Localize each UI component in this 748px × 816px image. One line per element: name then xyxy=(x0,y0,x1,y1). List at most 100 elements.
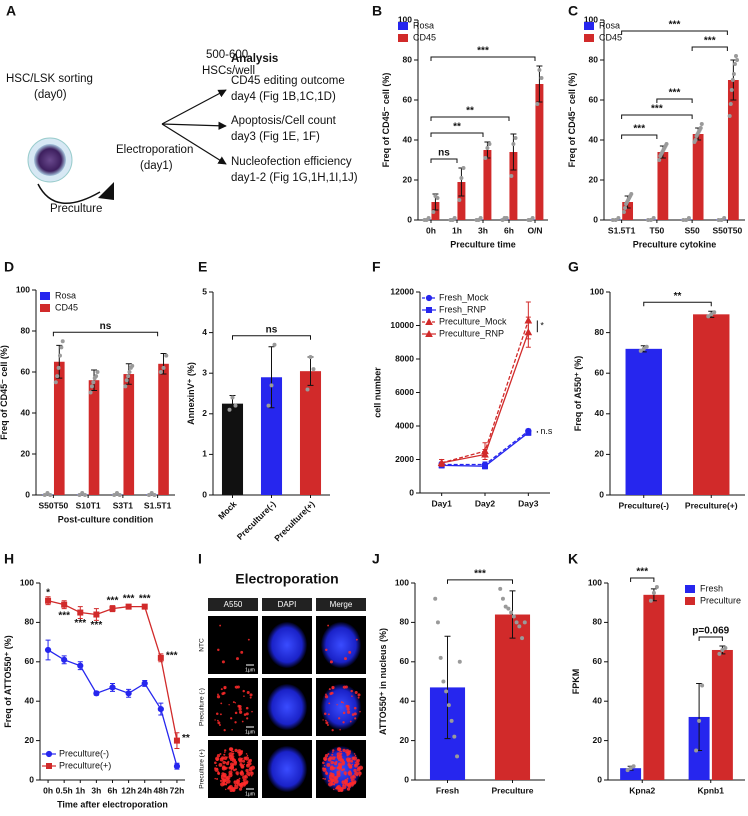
a550-signal xyxy=(330,760,334,765)
a550-signal xyxy=(327,713,330,716)
significance-bracket xyxy=(621,30,728,35)
a550-signal xyxy=(232,750,235,753)
a550-signal xyxy=(224,788,227,791)
a550-signal xyxy=(345,704,349,708)
a550-signal xyxy=(226,779,231,784)
a550-signal xyxy=(353,753,356,755)
a550-signal xyxy=(339,729,341,731)
a550-signal xyxy=(336,747,341,752)
bar xyxy=(299,371,322,495)
a550-signal xyxy=(240,750,244,753)
a550-signal xyxy=(228,770,233,775)
a550-signal xyxy=(246,761,249,764)
a550-signal xyxy=(346,787,351,791)
a550-signal xyxy=(226,756,228,759)
legend-label: Rosa xyxy=(599,20,620,30)
a550-signal xyxy=(217,693,219,696)
a550-signal xyxy=(327,757,332,762)
data-point xyxy=(269,383,274,388)
data-point xyxy=(431,210,436,214)
y-tick-label: 6000 xyxy=(395,387,414,397)
a550-signal xyxy=(336,755,341,760)
arrow xyxy=(161,89,227,125)
data-point xyxy=(233,403,238,408)
data-point xyxy=(698,126,703,130)
legend-label: CD45 xyxy=(599,32,622,42)
legend-swatch xyxy=(40,292,50,300)
a550-signal xyxy=(220,702,223,705)
data-point xyxy=(158,370,163,374)
a550-signal xyxy=(351,713,355,716)
column-header: Merge xyxy=(330,600,353,609)
a550-signal xyxy=(323,758,327,761)
a550-signal xyxy=(251,771,253,774)
y-tick-label: 60 xyxy=(21,366,31,376)
a550-signal xyxy=(322,719,324,721)
data-point xyxy=(520,636,525,641)
x-tick-label: 24h xyxy=(137,785,152,795)
y-tick-label: 0 xyxy=(597,774,602,784)
y-axis-label: Freq of A550⁺ (%) xyxy=(573,356,583,431)
significance-label: ** xyxy=(466,106,474,117)
a550-signal xyxy=(224,783,227,786)
analysis-item: CD45 editing outcome xyxy=(231,75,345,87)
data-point xyxy=(511,614,516,619)
y-tick-label: 80 xyxy=(21,325,31,335)
a550-signal xyxy=(335,760,338,764)
x-tick-label: Day3 xyxy=(518,498,539,508)
significance-label: p=0.069 xyxy=(692,626,729,637)
data-point xyxy=(498,586,503,591)
y-tick-label: 0 xyxy=(404,774,409,784)
x-tick-label: 0h xyxy=(426,225,436,235)
y-tick-label: 100 xyxy=(395,577,409,587)
a550-signal xyxy=(246,771,251,776)
a550-signal xyxy=(344,685,348,689)
cycle-arrow xyxy=(37,183,101,205)
a550-signal xyxy=(342,784,345,787)
x-tick-label: S1.5T1 xyxy=(608,225,636,235)
error-bar xyxy=(509,590,516,639)
significance-label: ** xyxy=(674,291,682,302)
y-axis-label: Freq of CD45⁻ cell (%) xyxy=(381,73,391,168)
data-point xyxy=(482,463,488,470)
data-point xyxy=(717,651,722,656)
a550-signal xyxy=(235,657,239,661)
data-point xyxy=(514,620,519,625)
a550-signal xyxy=(244,774,247,778)
a550-signal xyxy=(234,711,238,715)
a550-signal xyxy=(324,778,327,780)
a550-signal xyxy=(331,729,334,732)
a550-signal xyxy=(236,779,240,782)
step-label: HSC/LSK sorting xyxy=(6,73,93,85)
a550-signal xyxy=(339,753,342,756)
legend-swatch xyxy=(398,34,408,42)
x-tick-label: 1h xyxy=(75,785,85,795)
a550-signal xyxy=(337,762,342,767)
panel-label: E xyxy=(198,259,207,275)
a550-signal xyxy=(231,786,236,792)
a550-signal xyxy=(220,774,223,777)
a550-signal xyxy=(245,778,247,781)
a550-signal xyxy=(219,713,222,716)
data-point xyxy=(89,384,94,389)
y-tick-label: 1 xyxy=(202,449,207,459)
significance-bracket xyxy=(430,158,458,163)
a550-signal xyxy=(347,710,351,714)
data-point xyxy=(109,684,116,691)
a550-signal xyxy=(242,759,246,763)
bar xyxy=(692,134,704,220)
x-tick-label: Preculture(-) xyxy=(235,499,278,542)
data-point xyxy=(504,216,509,220)
y-tick-label: 100 xyxy=(588,577,602,587)
a550-signal xyxy=(324,754,329,758)
bar xyxy=(221,403,244,495)
data-point xyxy=(616,216,621,220)
y-tick-label: 20 xyxy=(593,735,603,745)
a550-signal xyxy=(325,693,327,696)
a550-signal xyxy=(219,753,222,755)
a550-signal xyxy=(251,710,253,713)
data-point xyxy=(93,611,100,618)
x-tick-label: 1h xyxy=(452,225,462,235)
data-point xyxy=(646,218,651,222)
data-point xyxy=(648,218,653,222)
